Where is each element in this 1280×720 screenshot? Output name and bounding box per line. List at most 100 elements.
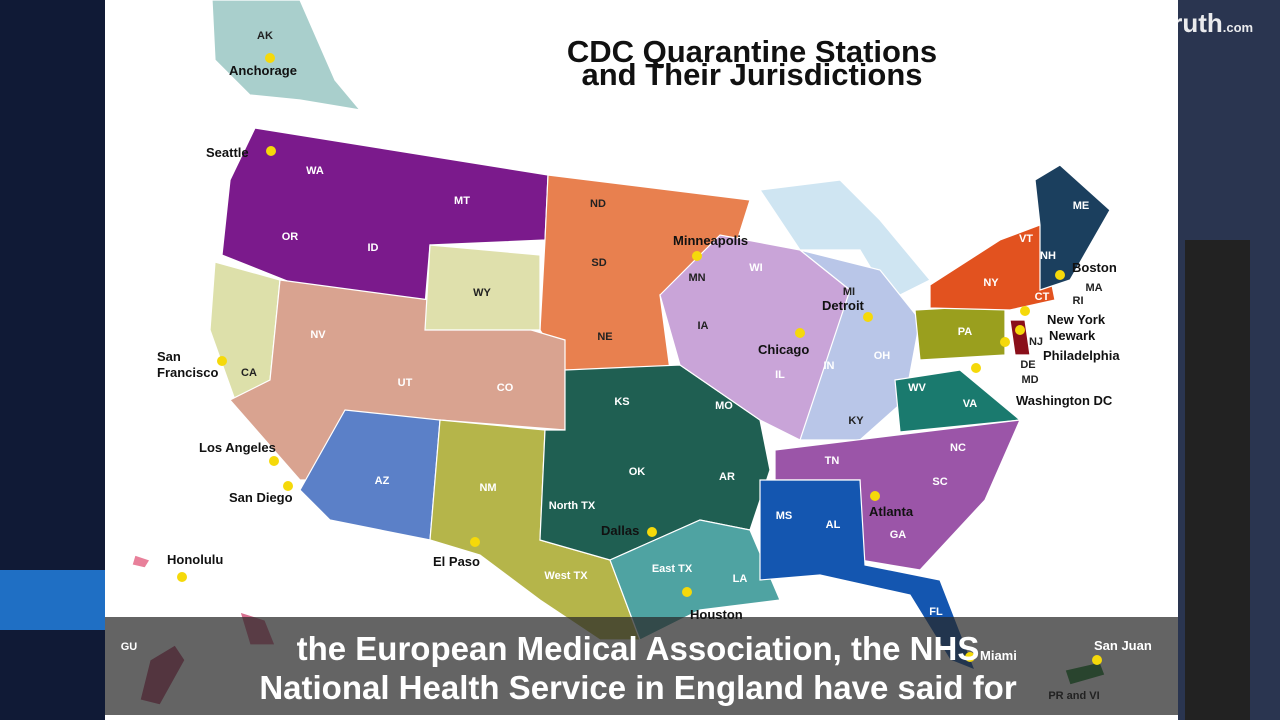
state-label: DE xyxy=(1020,359,1035,371)
state-label: GU xyxy=(121,641,138,653)
station-label: Francisco xyxy=(157,365,218,380)
state-label: ME xyxy=(1073,200,1090,212)
state-label: IN xyxy=(824,360,835,372)
station-dot xyxy=(177,572,187,582)
state-label: VA xyxy=(963,398,978,410)
state-label: TN xyxy=(825,455,840,467)
state-label: AZ xyxy=(375,475,390,487)
state-label: AL xyxy=(826,519,841,531)
state-label: MI xyxy=(843,286,855,298)
state-label: OK xyxy=(629,466,646,478)
station-dot xyxy=(1000,337,1010,347)
station-label: Los Angeles xyxy=(199,440,276,455)
state-label: MS xyxy=(776,510,793,522)
map-title: CDC Quarantine Stations xyxy=(567,34,937,69)
station-dot xyxy=(269,456,279,466)
station-label: Detroit xyxy=(822,298,865,313)
state-label: CA xyxy=(241,367,257,379)
region xyxy=(424,244,541,331)
region xyxy=(1034,164,1111,291)
state-label: NM xyxy=(479,482,496,494)
station-label: Chicago xyxy=(758,342,809,357)
state-label: NE xyxy=(597,331,612,343)
state-label: PR and VI xyxy=(1048,690,1099,702)
region xyxy=(1009,319,1031,356)
station-dot xyxy=(283,481,293,491)
state-label: SD xyxy=(591,257,606,269)
presenter xyxy=(1185,240,1250,720)
station-label: San xyxy=(157,349,181,364)
station-dot xyxy=(470,537,480,547)
station-label: Philadelphia xyxy=(1043,348,1120,363)
region xyxy=(799,249,921,441)
station-label: San Juan xyxy=(1094,638,1152,653)
station-dot xyxy=(965,652,975,662)
caption-line: the European Medical Association, the NH… xyxy=(297,630,980,667)
state-label: East TX xyxy=(652,563,693,575)
station-label: Anchorage xyxy=(229,63,297,78)
state-label: NV xyxy=(310,329,326,341)
station-label: Washington DC xyxy=(1016,393,1113,408)
state-label: IL xyxy=(775,369,785,381)
state-label: OH xyxy=(874,350,891,362)
map-regions xyxy=(131,0,1111,706)
region xyxy=(211,0,362,111)
state-label: IA xyxy=(698,320,709,332)
state-label: SC xyxy=(932,476,947,488)
station-dot xyxy=(1020,306,1030,316)
state-label: FL xyxy=(929,606,943,618)
station-dot xyxy=(971,363,981,373)
state-label: MT xyxy=(454,195,470,207)
state-label: LA xyxy=(733,573,748,585)
station-dot xyxy=(682,587,692,597)
station-dot xyxy=(863,312,873,322)
state-label: KS xyxy=(614,396,629,408)
state-label: WV xyxy=(908,382,926,394)
station-dot xyxy=(217,356,227,366)
state-label: MD xyxy=(1021,374,1038,386)
state-label: CT xyxy=(1035,291,1050,303)
region xyxy=(131,554,151,569)
station-label: Newark xyxy=(1049,328,1096,343)
state-label: WY xyxy=(473,287,491,299)
state-label: KY xyxy=(848,415,864,427)
station-dot xyxy=(1055,270,1065,280)
state-label: NY xyxy=(983,277,999,289)
station-label: Minneapolis xyxy=(673,233,748,248)
state-label: AK xyxy=(257,30,273,42)
state-label: ND xyxy=(590,198,606,210)
caption-band xyxy=(105,617,1178,715)
station-label: New York xyxy=(1047,312,1106,327)
state-label: NH xyxy=(1040,250,1056,262)
state-label: ID xyxy=(368,242,379,254)
station-label: Boston xyxy=(1072,260,1117,275)
state-label: NC xyxy=(950,442,966,454)
caption-line: National Health Service in England have … xyxy=(259,669,1017,706)
station-label: Honolulu xyxy=(167,552,223,567)
station-dot xyxy=(870,491,880,501)
map-title: and Their Jurisdictions xyxy=(581,57,922,92)
station-label: Houston xyxy=(690,607,743,622)
watermark: TimTruth.com xyxy=(1112,8,1253,38)
state-label: MO xyxy=(715,400,733,412)
state-label: WA xyxy=(306,165,324,177)
state-label: OR xyxy=(282,231,299,243)
state-label: UT xyxy=(398,377,413,389)
watermark-name: TimTruth xyxy=(1112,8,1223,38)
state-label: West TX xyxy=(544,570,588,582)
station-label: Atlanta xyxy=(869,504,914,519)
station-dot xyxy=(647,527,657,537)
station-label: San Diego xyxy=(229,490,293,505)
station-dot xyxy=(266,146,276,156)
region xyxy=(929,224,1056,311)
station-dot xyxy=(692,251,702,261)
state-label: NJ xyxy=(1029,336,1043,348)
state-label: WI xyxy=(749,262,762,274)
station-label: Dallas xyxy=(601,523,639,538)
state-label: GA xyxy=(890,529,907,541)
state-label: MA xyxy=(1085,282,1102,294)
station-dot xyxy=(795,328,805,338)
state-label: AR xyxy=(719,471,735,483)
state-label: VT xyxy=(1019,233,1033,245)
